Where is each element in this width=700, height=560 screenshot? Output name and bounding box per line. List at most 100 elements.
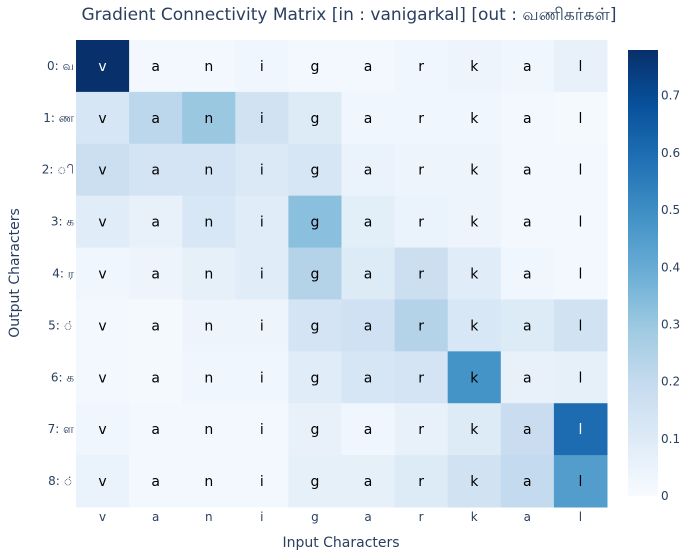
heatmap-cell [553, 247, 608, 300]
cell-label: a [523, 215, 532, 231]
cell-label: l [579, 422, 583, 438]
heatmap-cell [76, 247, 130, 300]
heatmap-cell [500, 403, 555, 456]
heatmap-cell [341, 91, 396, 145]
heatmap-cell [341, 299, 396, 352]
cell-label: a [364, 318, 373, 334]
cell-label: l [579, 163, 583, 179]
cell-label: g [311, 111, 320, 127]
cell-label: g [311, 422, 320, 438]
x-tick-label: r [419, 510, 424, 524]
cell-label: n [204, 59, 213, 75]
heatmap-cell [394, 351, 449, 404]
y-tick-label: 1: ண [43, 111, 74, 125]
cell-label: n [204, 111, 213, 127]
heatmap-cell [394, 195, 449, 249]
colorbar-tick-label: 0.5 [661, 203, 680, 217]
heatmap-cell [182, 247, 236, 300]
colorbar-tick-label: 0.3 [661, 317, 680, 331]
y-tick-label: 4: ர [52, 267, 74, 281]
colorbar-tick-label: 0.4 [661, 260, 680, 274]
heatmap-cell [553, 299, 608, 352]
cell-label: r [418, 163, 424, 179]
heatmap-cell [288, 143, 342, 197]
cell-label: a [364, 111, 373, 127]
cell-label: g [311, 267, 320, 283]
cell-label: a [151, 215, 160, 231]
cell-label: g [311, 474, 320, 490]
heatmap-cell [341, 143, 396, 197]
cell-label: g [311, 59, 320, 75]
y-tick-label: 7: ள [48, 422, 74, 436]
heatmap-cell [553, 40, 608, 93]
cell-label: v [98, 59, 106, 75]
y-axis-title: Output Characters [7, 208, 23, 338]
heatmap-cell [500, 351, 555, 404]
heatmap-cell [76, 91, 130, 145]
cell-label: i [260, 59, 264, 75]
heatmap-cell [235, 299, 289, 352]
cell-label: i [260, 163, 264, 179]
cell-label: k [470, 318, 479, 334]
cell-label: l [579, 370, 583, 386]
cell-label: a [151, 111, 160, 127]
heatmap-cell [288, 403, 342, 456]
heatmap-cell [500, 91, 555, 145]
heatmap-cell [394, 455, 449, 508]
heatmap-cell [341, 40, 396, 93]
heatmap-cell [341, 247, 396, 300]
heatmap-cell [553, 455, 608, 508]
heatmap-cell [500, 143, 555, 197]
y-tick-label: 5: ் [48, 318, 74, 332]
heatmap-cell [235, 143, 289, 197]
cell-label: v [98, 474, 106, 490]
heatmap-cell [341, 403, 396, 456]
heatmap-cell [500, 455, 555, 508]
cell-label: r [418, 318, 424, 334]
cell-label: k [470, 474, 479, 490]
heatmap-cell [341, 195, 396, 249]
cell-label: r [418, 59, 424, 75]
x-tick-label: l [579, 510, 582, 524]
cell-label: k [470, 267, 479, 283]
cell-label: a [523, 318, 532, 334]
cell-label: g [311, 163, 320, 179]
cell-label: i [260, 111, 264, 127]
heatmap-cell [182, 195, 236, 249]
y-tick-label: 6: க [51, 370, 74, 384]
cell-label: r [418, 111, 424, 127]
heatmap-cell [447, 455, 502, 508]
heatmap-cell [235, 455, 289, 508]
heatmap-cell [182, 403, 236, 456]
cell-label: k [470, 59, 479, 75]
heatmap-cell [447, 247, 502, 300]
heatmap-cell [394, 403, 449, 456]
heatmap-cell [447, 351, 502, 404]
cell-label: a [364, 163, 373, 179]
cell-label: a [523, 267, 532, 283]
cell-label: a [364, 215, 373, 231]
colorbar-tick-label: 0.2 [661, 375, 680, 389]
heatmap-cell [129, 299, 183, 352]
cell-label: l [579, 267, 583, 283]
heatmap-cell [235, 351, 289, 404]
x-tick-label: g [311, 510, 319, 524]
colorbar-gradient [628, 50, 658, 496]
cell-label: l [579, 318, 583, 334]
heatmap-cell [76, 299, 130, 352]
heatmap-cell [500, 195, 555, 249]
cell-label: g [311, 370, 320, 386]
cell-label: i [260, 267, 264, 283]
heatmap-cell [447, 40, 502, 93]
heatmap-cell [447, 195, 502, 249]
cell-label: l [579, 474, 583, 490]
heatmap-cell [235, 40, 289, 93]
heatmap-cell [394, 40, 449, 93]
cell-label: a [364, 474, 373, 490]
cell-label: n [204, 215, 213, 231]
cell-label: r [418, 215, 424, 231]
cell-label: k [470, 163, 479, 179]
cell-label: i [260, 318, 264, 334]
heatmap-cell [447, 403, 502, 456]
